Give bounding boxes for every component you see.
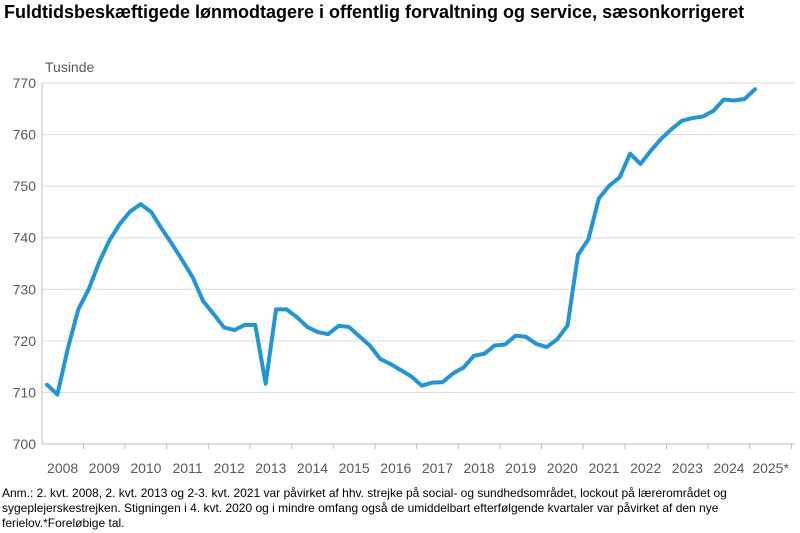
x-tick-label: 2019 xyxy=(505,460,536,476)
x-tick-label: 2024 xyxy=(713,460,744,476)
y-tick-label: 750 xyxy=(13,178,37,194)
y-tick-label: 770 xyxy=(13,75,37,91)
line-chart: 700 710 720 730 740 750 760 770 2008 2009 2010 2011… xyxy=(13,75,795,476)
footnote: Anm.: 2. kvt. 2008, 2. kvt. 2013 og 2-3.… xyxy=(2,486,727,530)
x-tick-label: 2017 xyxy=(422,460,453,476)
x-tick-label: 2016 xyxy=(380,460,411,476)
x-tick-label: 2018 xyxy=(464,460,495,476)
x-tick-label: 2012 xyxy=(214,460,245,476)
x-tick-label: 2022 xyxy=(630,460,661,476)
y-tick-label: 760 xyxy=(13,127,37,143)
x-tick-label: 2013 xyxy=(255,460,286,476)
x-tick-label: 2009 xyxy=(89,460,120,476)
x-tick-label: 2011 xyxy=(173,460,203,476)
chart-title: Fuldtidsbeskæftigede lønmodtagere i offe… xyxy=(4,2,745,22)
series-line xyxy=(45,87,757,397)
x-tick-label: 2021 xyxy=(588,460,619,476)
y-tick-label: 710 xyxy=(13,384,37,400)
x-tick-label: 2014 xyxy=(297,460,328,476)
y-tick-label: 720 xyxy=(13,333,37,349)
x-tick-label: 2023 xyxy=(672,460,703,476)
x-tick-label: 2008 xyxy=(47,460,78,476)
y-axis-unit-label: Tusinde xyxy=(45,59,95,75)
x-tick-label: 2010 xyxy=(130,460,161,476)
y-tick-label: 730 xyxy=(13,281,37,297)
y-tick-label: 740 xyxy=(13,230,37,246)
x-tick-label: 2020 xyxy=(547,460,578,476)
y-tick-label: 700 xyxy=(13,436,37,452)
x-tick-label: 2025* xyxy=(752,460,789,476)
x-tick-label: 2015 xyxy=(339,460,370,476)
